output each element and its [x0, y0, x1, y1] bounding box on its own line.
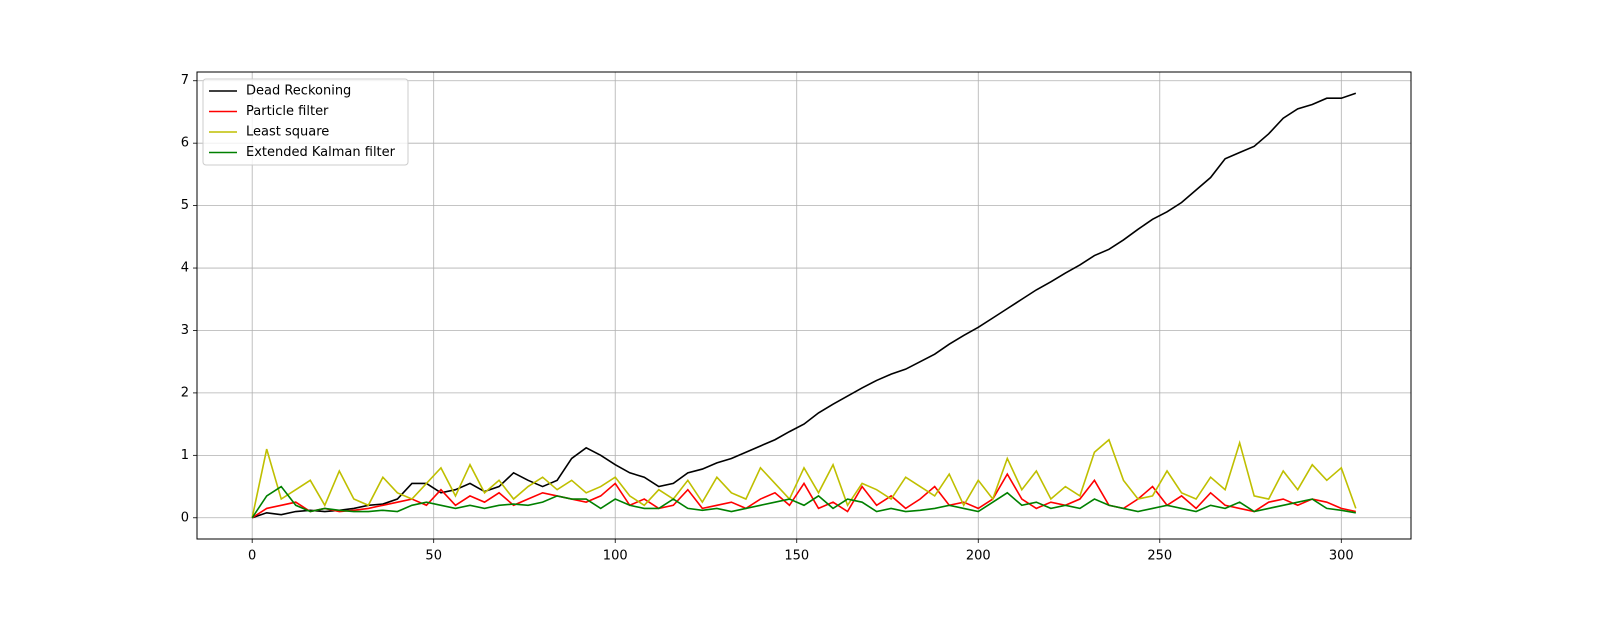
series-line [251, 92, 1357, 519]
series-line [251, 485, 1356, 519]
x-tick-label: 50 [425, 549, 442, 564]
x-tick-label: 100 [603, 549, 628, 564]
legend-label: Least square [246, 125, 329, 140]
x-tick-label: 300 [1329, 549, 1354, 564]
y-tick-label: 0 [181, 510, 189, 525]
y-tick-label: 1 [181, 448, 189, 463]
x-tick-label: 150 [784, 549, 809, 564]
legend-label: Particle filter [246, 104, 329, 119]
series-line [251, 472, 1356, 519]
y-tick-label: 3 [181, 323, 189, 338]
x-tick-label: 250 [1147, 549, 1172, 564]
x-tick-label: 200 [966, 549, 991, 564]
legend-box [202, 78, 409, 166]
y-tick-label: 4 [181, 261, 189, 276]
legend-label: Dead Reckoning [246, 84, 351, 99]
y-tick-label: 6 [181, 136, 189, 151]
legend: Dead Reckoning Particle filter Least squar… [202, 78, 409, 166]
series-line [251, 438, 1357, 518]
y-tick-label: 5 [181, 198, 189, 213]
y-tick-label: 2 [181, 385, 189, 400]
plot-frame [196, 71, 1412, 540]
y-tick-label: 7 [181, 73, 189, 88]
legend-label: Extended Kalman filter [246, 145, 396, 160]
x-tick-label: 0 [248, 549, 256, 564]
